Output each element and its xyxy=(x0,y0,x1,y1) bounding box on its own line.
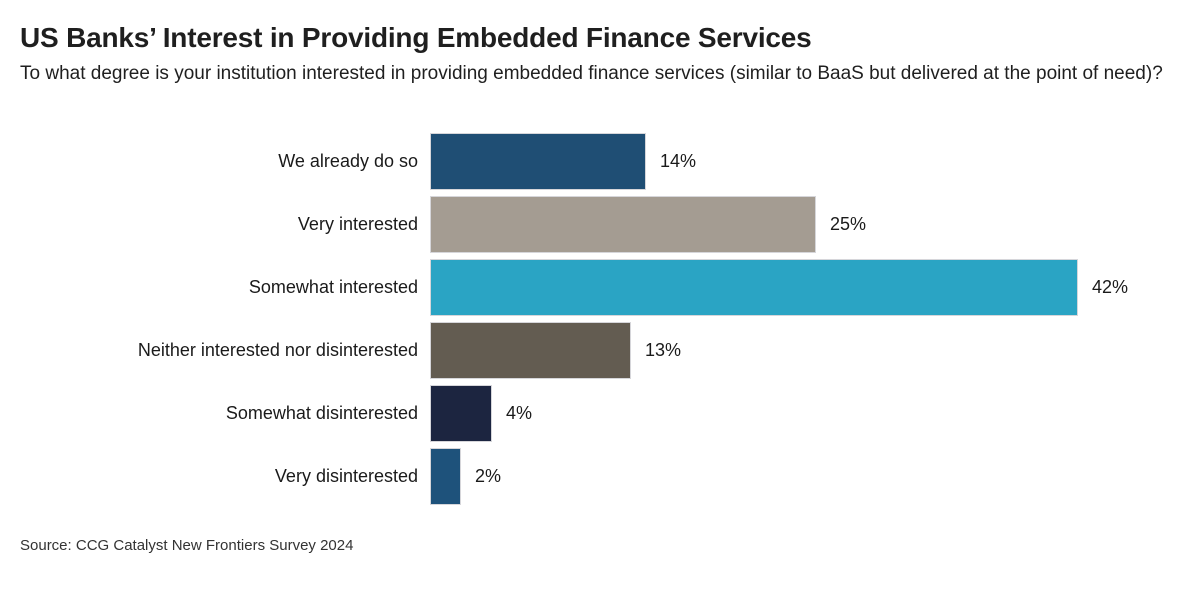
bar-value-label: 4% xyxy=(506,403,533,424)
bar-category-label: Very disinterested xyxy=(274,466,418,487)
bar xyxy=(430,448,461,506)
bar-row: We already do so 14% xyxy=(20,133,1180,191)
chart-subtitle: To what degree is your institution inter… xyxy=(20,63,1163,85)
bar-row: Somewhat disinterested 4% xyxy=(20,385,1180,443)
bar-row: Very interested 25% xyxy=(20,196,1180,254)
bar-row: Neither interested nor disinterested 13% xyxy=(20,322,1180,380)
bar-value-label: 14% xyxy=(660,151,697,172)
bar-track: 13% xyxy=(430,322,1180,380)
bar-value-label: 13% xyxy=(645,340,682,361)
bar-value-label: 25% xyxy=(830,214,867,235)
bar-chart: We already do so 14% Very interested 25% Som… xyxy=(20,133,1180,506)
bar-track: 14% xyxy=(430,133,1180,191)
bar-value-label: 2% xyxy=(475,466,502,487)
bar-category-label: Neither interested nor disinterested xyxy=(137,340,418,361)
bar xyxy=(430,322,631,380)
source-note: Source: CCG Catalyst New Frontiers Surve… xyxy=(20,537,354,555)
bar-row: Very disinterested 2% xyxy=(20,448,1180,506)
bar-row: Somewhat interested 42% xyxy=(20,259,1180,317)
bar-category-label: We already do so xyxy=(278,151,418,172)
bar-category-label: Somewhat interested xyxy=(248,277,418,298)
bar-category-label: Very interested xyxy=(297,214,418,235)
bar xyxy=(430,385,492,443)
bar-category-label: Somewhat disinterested xyxy=(225,403,418,424)
bar-track: 2% xyxy=(430,448,1180,506)
chart-title: US Banks’ Interest in Providing Embedded… xyxy=(20,22,812,53)
bar-track: 42% xyxy=(430,259,1180,317)
bar xyxy=(430,196,816,254)
bar-track: 4% xyxy=(430,385,1180,443)
bar-value-label: 42% xyxy=(1092,277,1129,298)
bar xyxy=(430,259,1078,317)
bar xyxy=(430,133,646,191)
bar-track: 25% xyxy=(430,196,1180,254)
